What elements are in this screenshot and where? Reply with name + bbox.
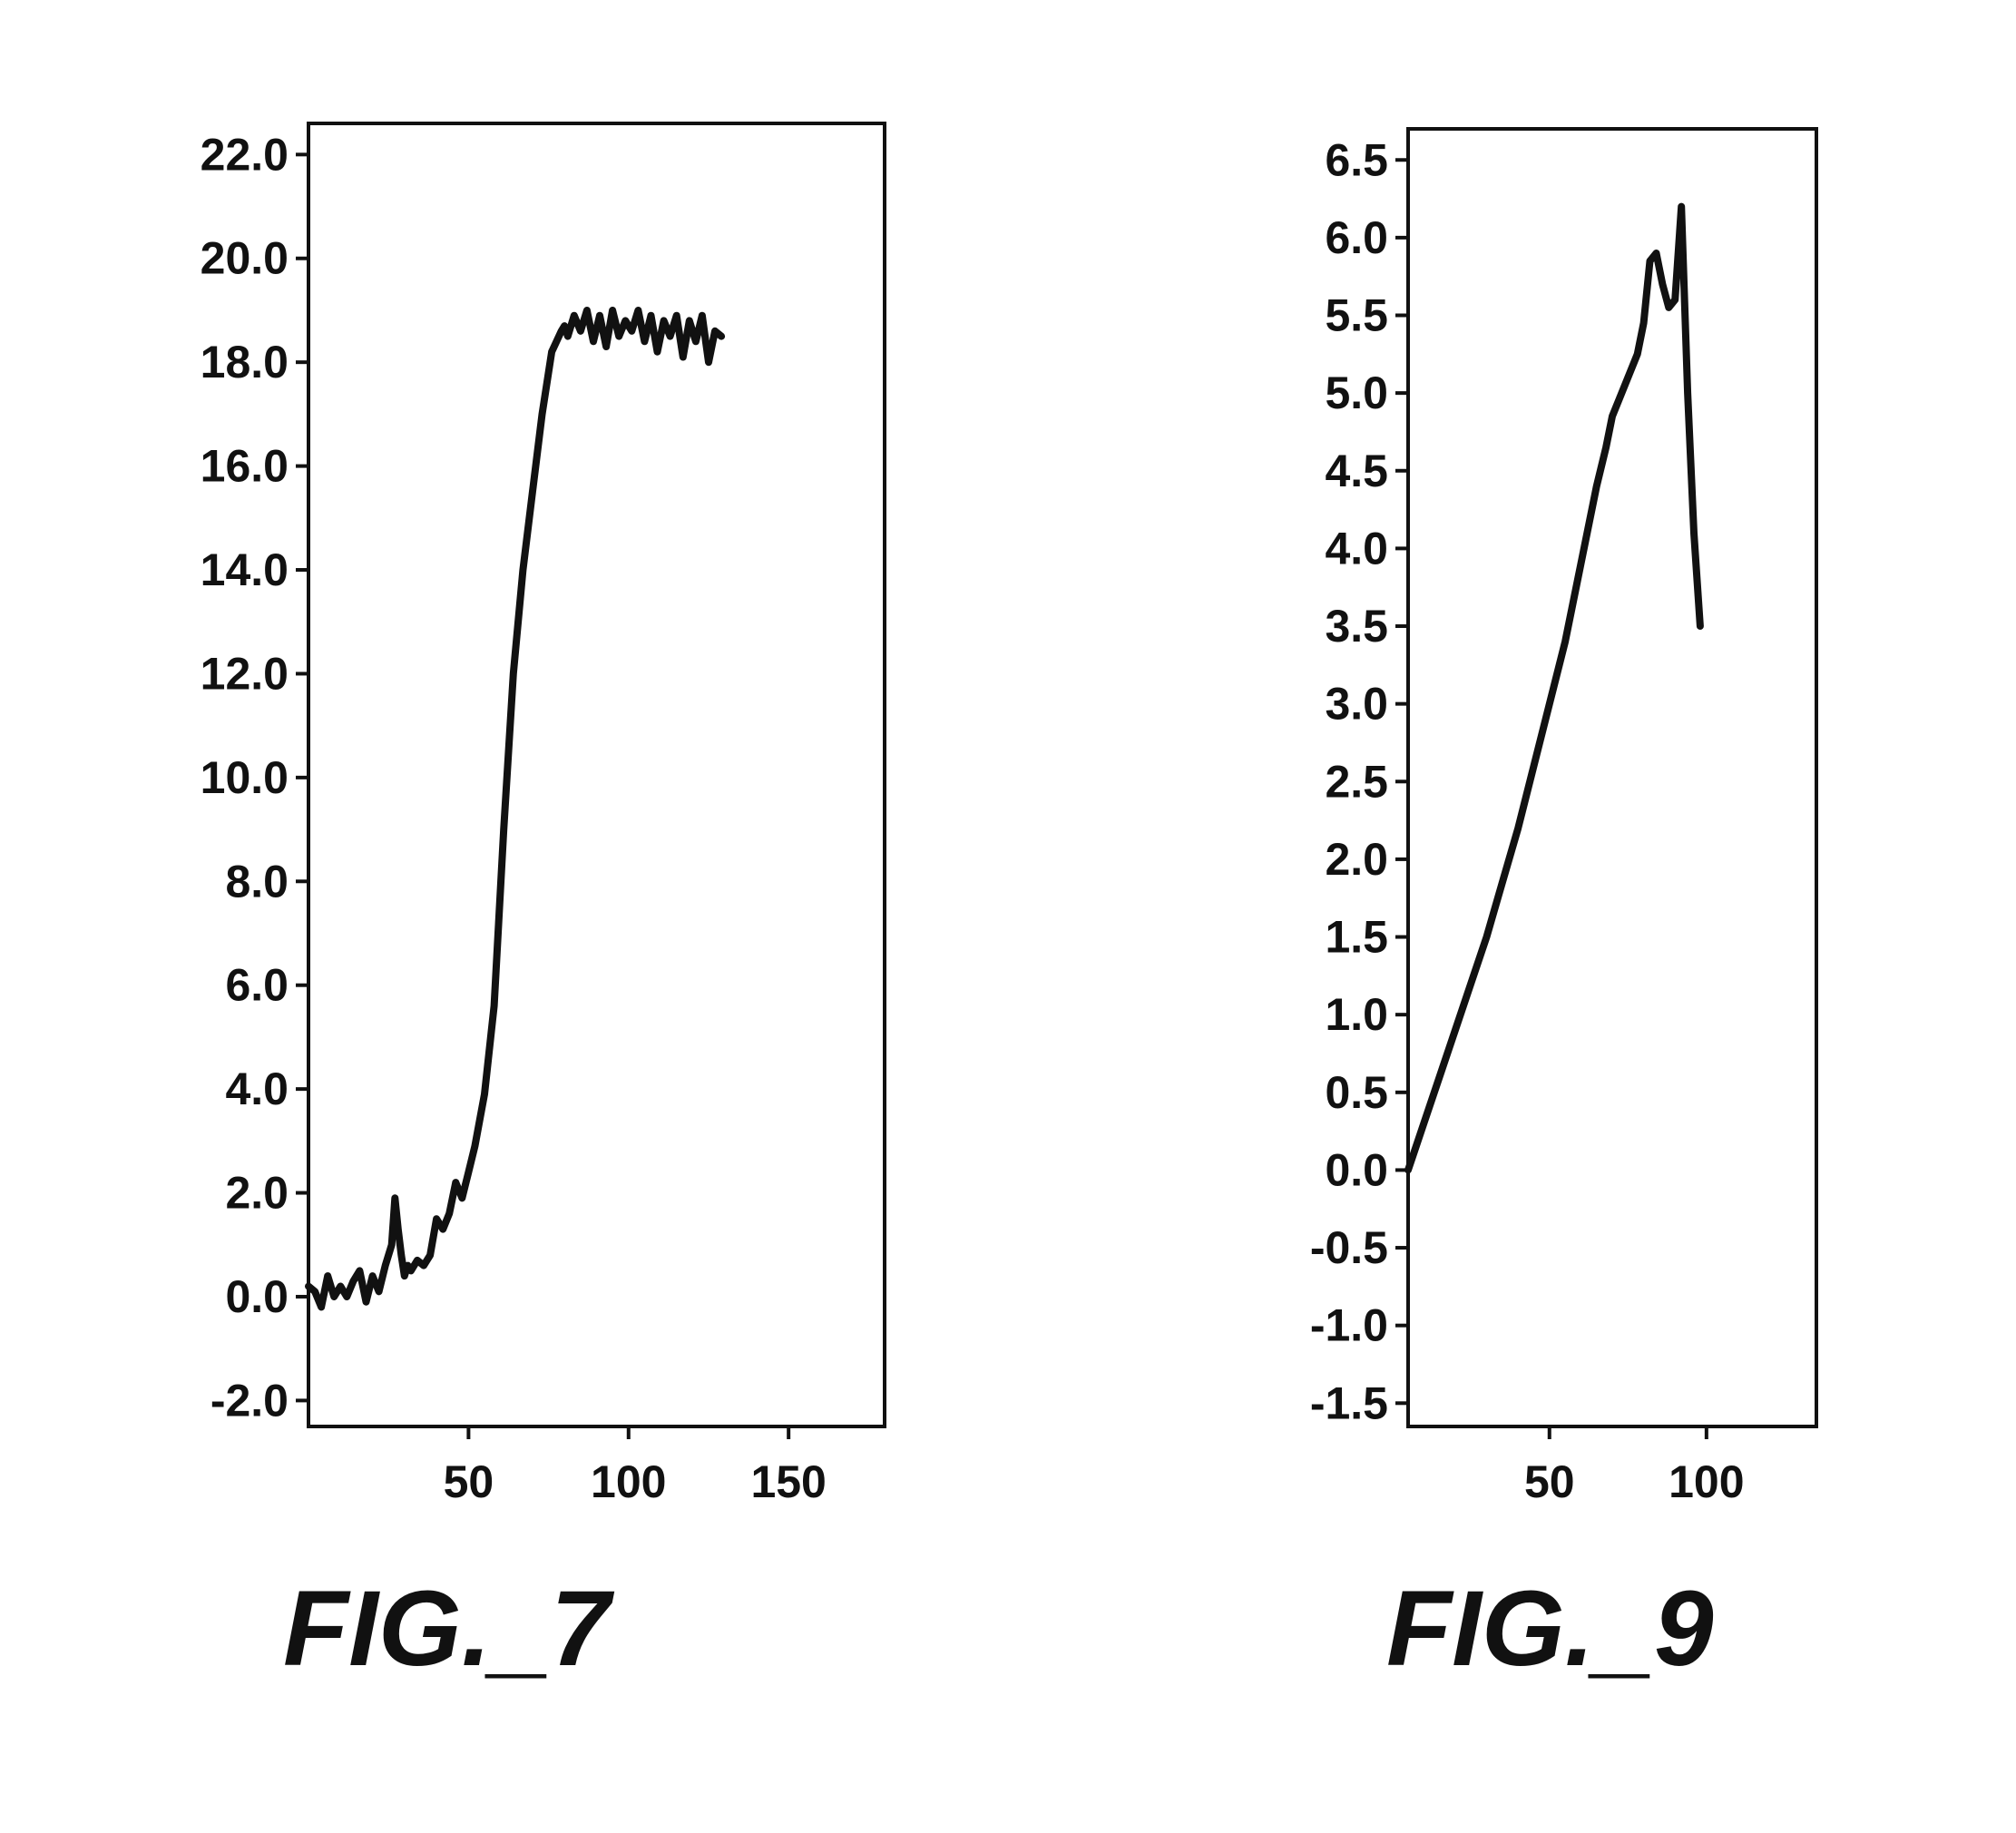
series-line-fig-7 — [308, 310, 721, 1307]
y-tick-label: 3.5 — [1325, 601, 1388, 652]
y-tick-label: 22.0 — [201, 129, 289, 180]
y-axis-fig-7: 22.0 20.0 18.0 16.0 14.0 12.0 10.0 8.0 6.0 4.0 2.0… — [201, 129, 308, 1426]
y-tick-label: 1.5 — [1325, 912, 1388, 963]
chart-fig-9: 6.5 6.0 5.5 5.0 4.5 4.0 3.5 3.0 2.5 2.0 1.5 1.0 0.5 0… — [1310, 129, 1816, 1689]
x-tick-label: 100 — [591, 1456, 666, 1507]
y-tick-label: 18.0 — [201, 337, 289, 387]
y-tick-label: 4.5 — [1325, 446, 1388, 496]
y-tick-label: -1.0 — [1310, 1300, 1388, 1351]
plot-frame-fig-9 — [1408, 129, 1816, 1426]
y-tick-label: 0.0 — [1325, 1144, 1388, 1195]
y-tick-label: 2.0 — [225, 1168, 289, 1219]
x-tick-label: 100 — [1669, 1456, 1744, 1507]
y-tick-label: 3.0 — [1325, 679, 1388, 730]
y-tick-label: -1.5 — [1310, 1377, 1388, 1428]
x-axis-fig-9: 50 100 — [1524, 1426, 1745, 1507]
y-tick-label: 6.5 — [1325, 134, 1388, 185]
y-tick-label: 16.0 — [201, 441, 289, 492]
figure-caption-fig-7: FIG._7 — [283, 1569, 615, 1689]
y-tick-label: -0.5 — [1310, 1222, 1388, 1273]
y-tick-label: 8.0 — [225, 856, 289, 907]
x-tick-label: 50 — [444, 1456, 494, 1507]
y-tick-label: 4.0 — [225, 1064, 289, 1114]
y-tick-label: -2.0 — [210, 1375, 289, 1426]
y-axis-fig-9: 6.5 6.0 5.5 5.0 4.5 4.0 3.5 3.0 2.5 2.0 1.5 1.0 0.5 0… — [1310, 134, 1408, 1428]
x-axis-fig-7: 50 100 150 — [444, 1426, 827, 1507]
y-tick-label: 0.5 — [1325, 1067, 1388, 1118]
y-tick-label: 0.0 — [225, 1271, 289, 1322]
x-tick-label: 150 — [750, 1456, 826, 1507]
y-tick-label: 12.0 — [201, 648, 289, 699]
y-tick-label: 2.0 — [1325, 834, 1388, 885]
y-tick-label: 5.5 — [1325, 290, 1388, 341]
chart-fig-7: 22.0 20.0 18.0 16.0 14.0 12.0 10.0 8.0 6.0 4.0 2.0… — [201, 123, 885, 1689]
y-tick-label: 4.0 — [1325, 523, 1388, 573]
figure-caption-fig-9: FIG._9 — [1386, 1569, 1714, 1689]
y-tick-label: 6.0 — [225, 960, 289, 1011]
y-tick-label: 10.0 — [201, 752, 289, 803]
y-tick-label: 14.0 — [201, 544, 289, 595]
series-line-fig-9 — [1408, 207, 1700, 1171]
y-tick-label: 5.0 — [1325, 368, 1388, 418]
y-tick-label: 6.0 — [1325, 212, 1388, 263]
y-tick-label: 2.5 — [1325, 756, 1388, 807]
y-tick-label: 20.0 — [201, 233, 289, 284]
y-tick-label: 1.0 — [1325, 989, 1388, 1040]
x-tick-label: 50 — [1524, 1456, 1575, 1507]
